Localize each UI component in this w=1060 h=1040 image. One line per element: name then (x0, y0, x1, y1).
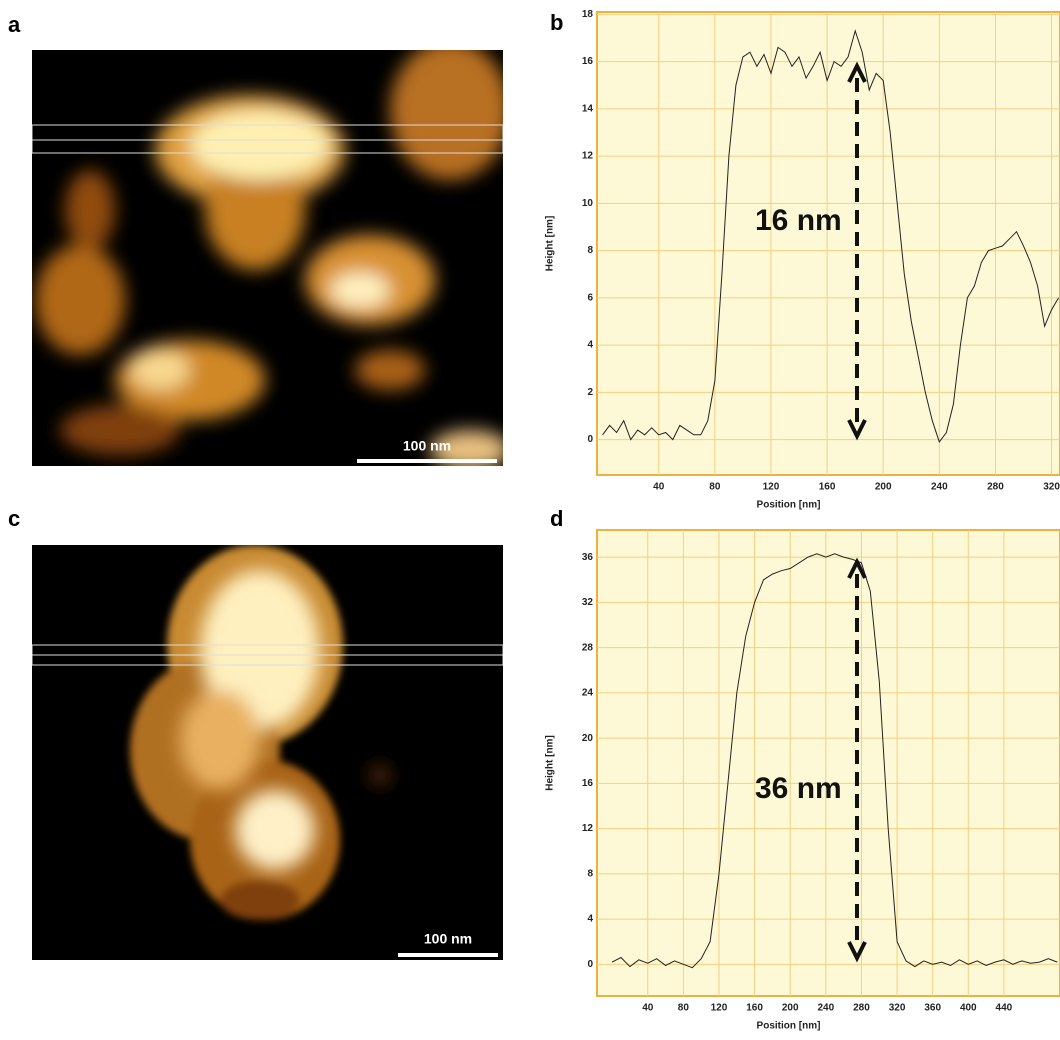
y-tick-label: 12 (582, 823, 594, 834)
y-tick-label: 20 (582, 733, 594, 744)
y-tick-label: 8 (587, 868, 593, 879)
x-tick-label: 40 (642, 1003, 654, 1014)
x-tick-label: 320 (889, 1003, 906, 1014)
afm-image: 100 nm (32, 50, 503, 466)
x-tick-label: 80 (709, 482, 721, 493)
y-tick-label: 16 (582, 56, 594, 67)
x-tick-label: 400 (960, 1003, 977, 1014)
x-tick-label: 440 (996, 1003, 1013, 1014)
y-tick-label: 0 (587, 434, 593, 445)
x-tick-label: 40 (653, 482, 665, 493)
y-tick-label: 10 (582, 198, 594, 209)
x-tick-label: 120 (711, 1003, 728, 1014)
x-tick-label: 80 (678, 1003, 690, 1014)
y-tick-label: 36 (582, 552, 594, 563)
panel-label: b (550, 10, 563, 35)
plot-area (596, 529, 1060, 997)
y-tick-label: 4 (587, 914, 593, 925)
arrow-head (847, 419, 867, 441)
y-tick-label: 6 (587, 292, 593, 303)
x-tick-label: 240 (931, 482, 948, 493)
x-tick-label: 280 (853, 1003, 870, 1014)
y-tick-label: 0 (587, 959, 593, 970)
y-tick-label: 16 (582, 778, 594, 789)
annotation: 36 nm (755, 772, 842, 805)
profile-line (611, 553, 1058, 969)
x-tick-label: 160 (746, 1003, 763, 1014)
arrow-head (847, 61, 867, 83)
x-tick-label: 120 (763, 482, 780, 493)
plot-area (596, 11, 1060, 476)
x-tick-label: 280 (987, 482, 1004, 493)
x-tick-label: 360 (924, 1003, 941, 1014)
scale-bar-label: 100 nm (403, 438, 451, 454)
y-tick-label: 14 (582, 103, 594, 114)
y-tick-label: 12 (582, 151, 594, 162)
x-axis-title: Position [nm] (757, 1021, 821, 1032)
x-axis-title: Position [nm] (757, 500, 821, 511)
y-tick-label: 24 (582, 688, 594, 699)
y-tick-label: 32 (582, 597, 594, 608)
annotation: 16 nm (755, 204, 842, 237)
x-tick-label: 320 (1043, 482, 1060, 493)
y-axis-title: Height [nm] (545, 735, 556, 791)
x-tick-label: 240 (817, 1003, 834, 1014)
x-tick-label: 160 (819, 482, 836, 493)
panel-label: a (8, 12, 21, 37)
y-tick-label: 28 (582, 642, 594, 653)
profile-line (602, 29, 1060, 443)
arrow-head (847, 557, 867, 579)
y-axis-title: Height [nm] (545, 216, 556, 272)
panel-label: c (8, 506, 20, 531)
y-tick-label: 4 (587, 340, 593, 351)
x-tick-label: 200 (875, 482, 892, 493)
x-tick-label: 200 (782, 1003, 799, 1014)
scale-bar-label: 100 nm (424, 931, 472, 947)
afm-image: 100 nm (32, 545, 503, 960)
panel-label: d (550, 506, 563, 531)
y-tick-label: 2 (587, 387, 593, 398)
y-tick-label: 8 (587, 245, 593, 256)
y-tick-label: 18 (582, 9, 594, 20)
arrow-head (847, 941, 867, 963)
